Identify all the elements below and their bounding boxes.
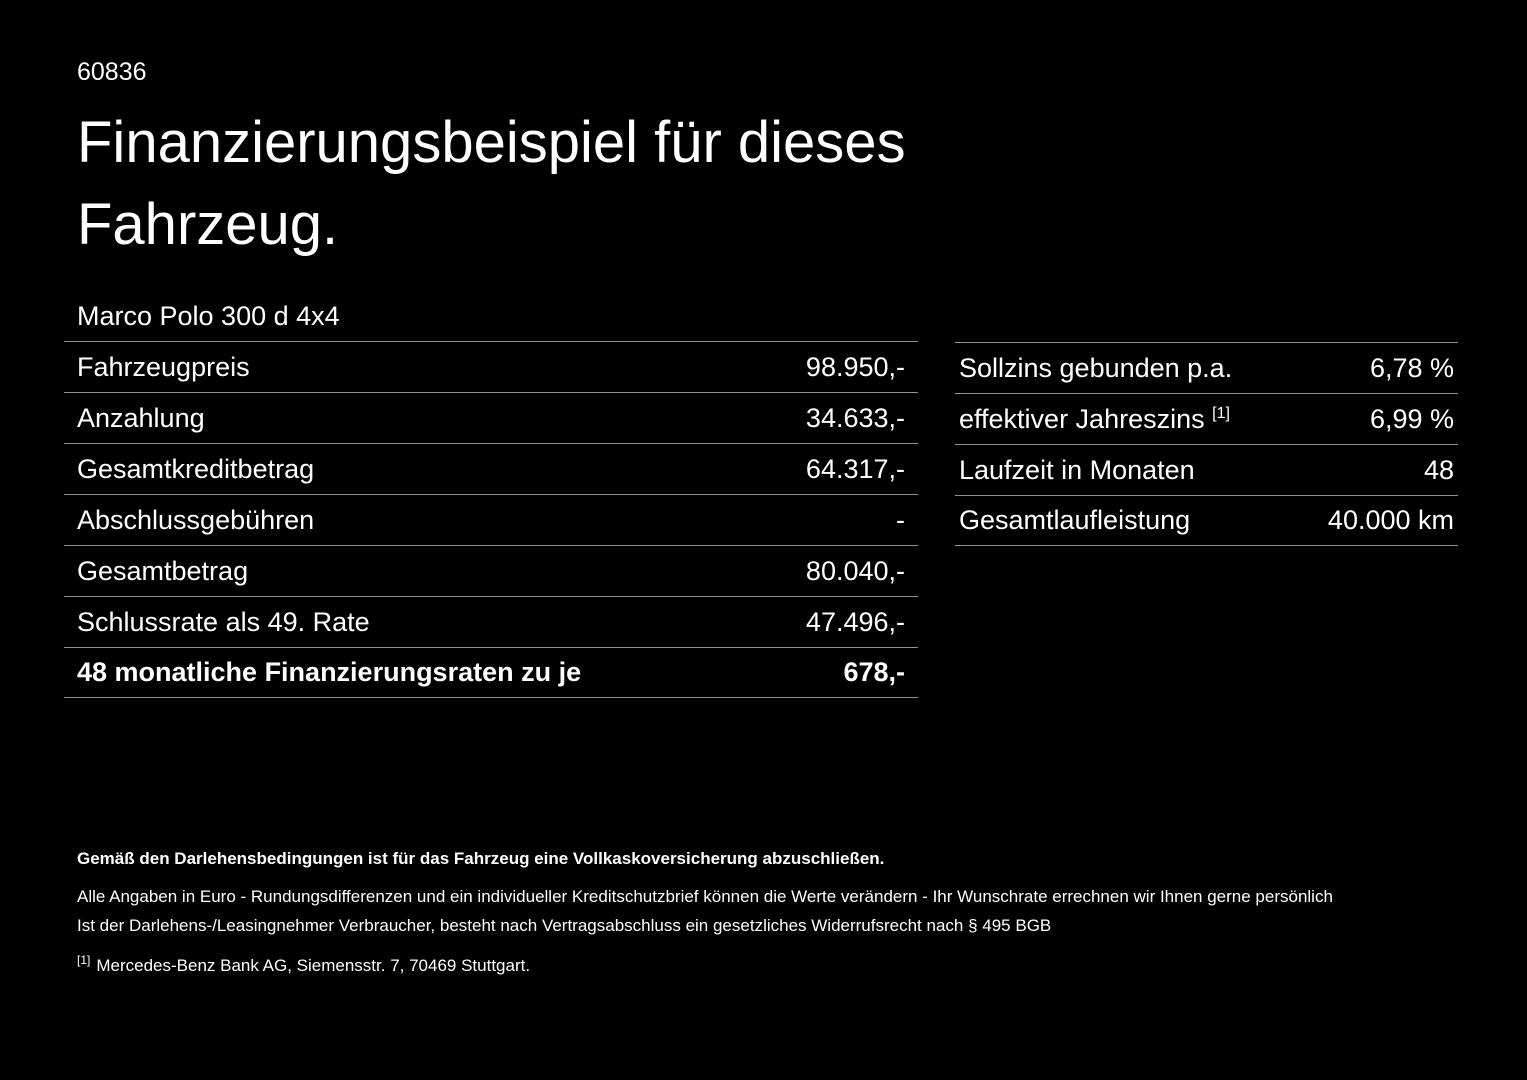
table-row: Abschlussgebühren - bbox=[64, 494, 918, 545]
insurance-note: Gemäß den Darlehensbedingungen ist für d… bbox=[77, 849, 885, 868]
disclaimer-line-1: Alle Angaben in Euro - Rundungsdifferenz… bbox=[77, 887, 1333, 907]
row-value: 64.317,- bbox=[805, 453, 905, 484]
row-label: Gesamtlaufleistung bbox=[959, 505, 1191, 535]
financing-table: Marco Polo 300 d 4x4 Fahrzeugpreis 98.95… bbox=[64, 291, 918, 698]
row-label: Laufzeit in Monaten bbox=[959, 454, 1195, 485]
row-value: 678,- bbox=[843, 657, 905, 687]
row-label: Gesamtkreditbetrag bbox=[77, 453, 315, 484]
row-label: effektiver Jahreszins [1] bbox=[959, 394, 1230, 445]
row-label: Fahrzeugpreis bbox=[77, 351, 250, 382]
row-value: 34.633,- bbox=[805, 402, 905, 433]
table-row-monthly-rate: 48 monatliche Finanzierungsraten zu je 6… bbox=[64, 647, 918, 698]
page-title: Finanzierungsbeispiel für dieses Fahrzeu… bbox=[77, 110, 906, 258]
table-row: Sollzins gebunden p.a. 6,78 % bbox=[955, 342, 1458, 393]
table-row: Anzahlung 34.633,- bbox=[64, 392, 918, 443]
table-row: Gesamtbetrag 80.040,- bbox=[64, 545, 918, 596]
table-row: Laufzeit in Monaten 48 bbox=[955, 444, 1458, 495]
row-value: 40.000 km bbox=[1327, 505, 1454, 535]
table-row: Gesamtkreditbetrag 64.317,- bbox=[64, 443, 918, 494]
row-label: Abschlussgebühren bbox=[77, 504, 315, 535]
footnote-marker: [1] bbox=[77, 953, 91, 968]
row-label: Sollzins gebunden p.a. bbox=[959, 352, 1233, 383]
bank-footnote: [1] Mercedes-Benz Bank AG, Siemensstr. 7,… bbox=[77, 953, 1447, 979]
document-number: 60836 bbox=[77, 58, 147, 86]
table-row: effektiver Jahreszins [1] 6,99 % bbox=[955, 393, 1458, 444]
row-label: Gesamtbetrag bbox=[77, 555, 249, 586]
row-value: 80.040,- bbox=[805, 555, 905, 586]
row-value: 98.950,- bbox=[805, 351, 905, 382]
row-value: 48 bbox=[1423, 454, 1454, 485]
row-value: 47.496,- bbox=[805, 606, 905, 637]
row-label-text: effektiver Jahreszins bbox=[959, 403, 1205, 434]
row-value: 6,78 % bbox=[1369, 352, 1454, 383]
row-label: 48 monatliche Finanzierungsraten zu je bbox=[77, 657, 582, 687]
conditions-table: Sollzins gebunden p.a. 6,78 % effektiver… bbox=[955, 342, 1458, 546]
row-value: - bbox=[896, 504, 905, 535]
row-label: Anzahlung bbox=[77, 402, 205, 433]
footer: Gemäß den Darlehensbedingungen ist für d… bbox=[77, 846, 1447, 987]
table-row: Fahrzeugpreis 98.950,- bbox=[64, 341, 918, 392]
table-row: Gesamtlaufleistung 40.000 km bbox=[955, 495, 1458, 546]
row-label: Schlussrate als 49. Rate bbox=[77, 606, 370, 637]
vehicle-name: Marco Polo 300 d 4x4 bbox=[77, 301, 340, 331]
table-row: Schlussrate als 49. Rate 47.496,- bbox=[64, 596, 918, 647]
row-value: 6,99 % bbox=[1369, 403, 1454, 434]
disclaimer-line-2: Ist der Darlehens-/Leasingnehmer Verbrau… bbox=[77, 915, 1052, 935]
footnote-ref: [1] bbox=[1212, 404, 1230, 422]
footnote-text: Mercedes-Benz Bank AG, Siemensstr. 7, 70… bbox=[96, 956, 531, 976]
